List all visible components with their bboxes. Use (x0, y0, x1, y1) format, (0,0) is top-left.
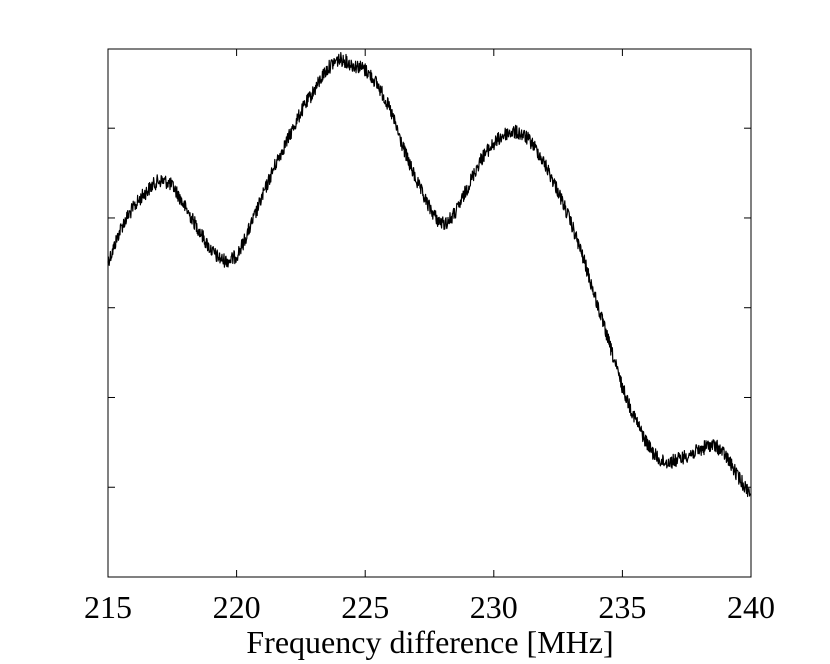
ticks: 215 220 225 230 235 240 (84, 49, 775, 625)
x-tick-label: 220 (213, 589, 261, 625)
x-tick-label: 235 (598, 589, 646, 625)
x-tick-label: 240 (727, 589, 775, 625)
x-tick-label: 230 (470, 589, 518, 625)
x-tick-label: 225 (341, 589, 389, 625)
series-line (107, 51, 752, 498)
labels: Frequency difference [MHz] (246, 624, 613, 660)
x-axis-label: Frequency difference [MHz] (246, 624, 613, 660)
axes (107, 48, 752, 578)
series-group (107, 51, 752, 498)
x-tick-label: 215 (84, 589, 132, 625)
plot-frame (107, 48, 752, 578)
